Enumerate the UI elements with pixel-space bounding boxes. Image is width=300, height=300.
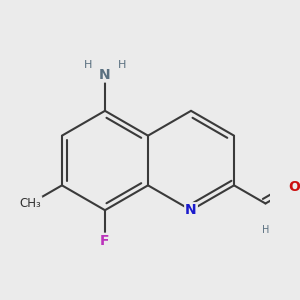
Text: CH₃: CH₃ [20, 197, 41, 210]
Text: F: F [100, 234, 110, 248]
Text: N: N [185, 203, 197, 217]
Text: H: H [84, 60, 92, 70]
Text: N: N [99, 68, 111, 82]
Text: O: O [289, 180, 300, 194]
Text: H: H [262, 225, 269, 235]
Text: H: H [118, 60, 126, 70]
